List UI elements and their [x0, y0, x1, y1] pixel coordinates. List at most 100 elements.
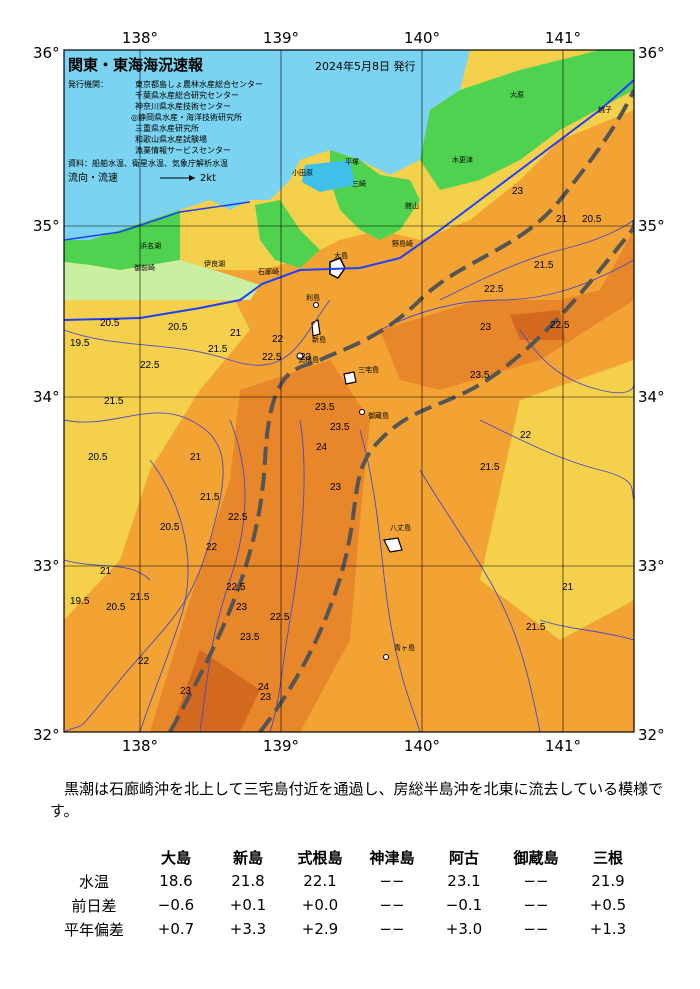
table-cell: +3.0 — [445, 920, 483, 938]
issuer-item: 和歌山県水産試験場 — [135, 134, 207, 144]
island-miyakejima — [343, 371, 357, 385]
place-name: 青ヶ島 — [394, 643, 415, 652]
table-cell: −− — [523, 920, 549, 938]
flow-legend-label: 流向・流速 — [68, 171, 118, 184]
table-cell: 21.9 — [591, 872, 625, 890]
isotherm-label: 24 — [258, 682, 270, 693]
isotherm-label: 23 — [330, 482, 342, 493]
row-label: 前日差 — [71, 896, 117, 915]
station-header: 三根 — [592, 848, 623, 867]
isotherm-label: 21.5 — [104, 396, 124, 407]
place-name: 平塚 — [345, 157, 359, 166]
table-row: 水温 18.6 21.8 22.1 −− 23.1 −− 21.9 — [48, 869, 644, 893]
place-name: 御蔵島 — [368, 411, 389, 420]
table-corner — [48, 845, 140, 869]
issuer-item: 神奈川県水産技術センター — [135, 101, 231, 111]
data-sources: 資料：船舶水温、衛星水温、気象庁解析水温 — [68, 158, 228, 168]
tokyo-bay — [302, 160, 355, 192]
issuer-list: 東京都島しょ農林水産総合センター 千葉県水産総合研究センター 神奈川県水産技術セ… — [131, 79, 263, 155]
lon-tick-141-bottom: 141° — [545, 737, 581, 755]
lon-tick-140-bottom: 140° — [404, 737, 440, 755]
row-label: 水温 — [78, 872, 109, 891]
isotherm-label: 22 — [138, 656, 150, 667]
table-cell: −− — [523, 896, 549, 914]
table-cell: +0.5 — [589, 896, 627, 914]
table-cell: +0.7 — [157, 920, 195, 938]
station-header: 大島 — [160, 848, 191, 867]
table-cell: −− — [523, 872, 549, 890]
land-boso-east — [420, 50, 634, 190]
lon-tick-141: 141° — [545, 29, 581, 47]
place-name: 浜名湖 — [140, 241, 161, 250]
place-name: 式根島 — [298, 355, 319, 364]
isotherm-label: 21 — [230, 328, 242, 339]
station-header: 阿古 — [448, 848, 479, 867]
place-name: 大島 — [334, 251, 348, 260]
lat-tick-35: 35° — [33, 217, 60, 235]
isotherm-label: 21 — [556, 214, 568, 225]
isotherm-label: 21 — [100, 566, 112, 577]
place-name: 御前崎 — [134, 263, 155, 272]
isotherm-label: 22.5 — [140, 360, 160, 371]
isotherm-label: 20.5 — [106, 602, 126, 613]
isotherm-label: 20.5 — [88, 452, 108, 463]
isotherm-label: 22.5 — [262, 352, 282, 363]
island-kozushima — [296, 352, 304, 360]
isotherm-label: 19.5 — [70, 338, 90, 349]
sea-hot-patch-east — [510, 310, 565, 340]
isotherm-label: 22 — [520, 430, 532, 441]
table-row: 前日差 −0.6 +0.1 +0.0 −− −0.1 −− +0.5 — [48, 893, 644, 917]
land-izu-peninsula — [255, 200, 320, 268]
observation-table: 大島 新島 式根島 神津島 阿古 御蔵島 三根 水温 18.6 21.8 22.… — [48, 845, 644, 941]
place-name: 館山 — [405, 201, 419, 210]
place-name: 銚子 — [598, 105, 612, 114]
island-toshima — [313, 302, 319, 308]
map-title: 関東・東海海況速報 — [68, 56, 204, 74]
sea-cold-field-west — [64, 280, 250, 620]
table-cell: −0.1 — [445, 896, 483, 914]
isotherm-label: 20.5 — [168, 322, 188, 333]
place-name: 三宅島 — [358, 365, 379, 374]
place-name: 八丈島 — [390, 523, 411, 532]
lat-tick-33-right: 33° — [638, 557, 665, 575]
table-cell: +1.3 — [589, 920, 627, 938]
front-tokai — [64, 201, 251, 241]
table-cell: +0.1 — [229, 896, 267, 914]
sea-warm-field-east — [380, 230, 634, 390]
isotherm-label: 23 — [236, 602, 248, 613]
lon-labels-bottom: 138° 139° 140° 141° — [122, 737, 581, 755]
issuer-item: 東京都島しょ農林水産総合センター — [135, 79, 263, 89]
lon-tick-138: 138° — [122, 29, 158, 47]
isotherm-label: 22 — [272, 334, 284, 345]
table-cell: −− — [379, 896, 405, 914]
isotherm-label: 22.5 — [226, 582, 246, 593]
isotherm-label: 21 — [190, 452, 202, 463]
place-name: 小田原 — [292, 168, 313, 177]
sea-temperature-map: 138° 139° 140° 141° 138° 139° 140° 141° … — [33, 29, 665, 755]
isotherm-label: 22 — [206, 542, 218, 553]
map-body — [64, 50, 634, 732]
table-cell: +0.0 — [301, 896, 339, 914]
lat-labels-left: 36° 35° 34° 33° 32° — [33, 44, 60, 744]
isotherm-label: 21 — [562, 582, 574, 593]
land-tokai-coast — [64, 210, 180, 270]
isotherm-label: 24 — [316, 442, 328, 453]
coastal-light-band — [64, 260, 260, 300]
place-name: 野島崎 — [392, 239, 413, 248]
lat-tick-34: 34° — [33, 388, 60, 406]
island-aogashima — [383, 654, 389, 660]
issue-date: 2024年5月8日 発行 — [315, 59, 416, 73]
lat-tick-35-right: 35° — [638, 217, 665, 235]
isotherm-label: 23 — [260, 692, 272, 703]
isotherm-label: 21.5 — [200, 492, 220, 503]
table-cell: 21.8 — [231, 872, 265, 890]
isotherm-label: 22.5 — [484, 284, 504, 295]
station-header: 式根島 — [297, 848, 343, 867]
issuer-item: ◎静岡県水産・海洋技術研究所 — [131, 112, 242, 122]
flow-arrowhead-icon — [189, 175, 195, 181]
lon-tick-138-bottom: 138° — [122, 737, 158, 755]
table-cell: +2.9 — [301, 920, 339, 938]
kuroshio-axis — [168, 89, 634, 732]
isotherm-label: 23 — [480, 322, 492, 333]
table-cell: −− — [379, 872, 405, 890]
